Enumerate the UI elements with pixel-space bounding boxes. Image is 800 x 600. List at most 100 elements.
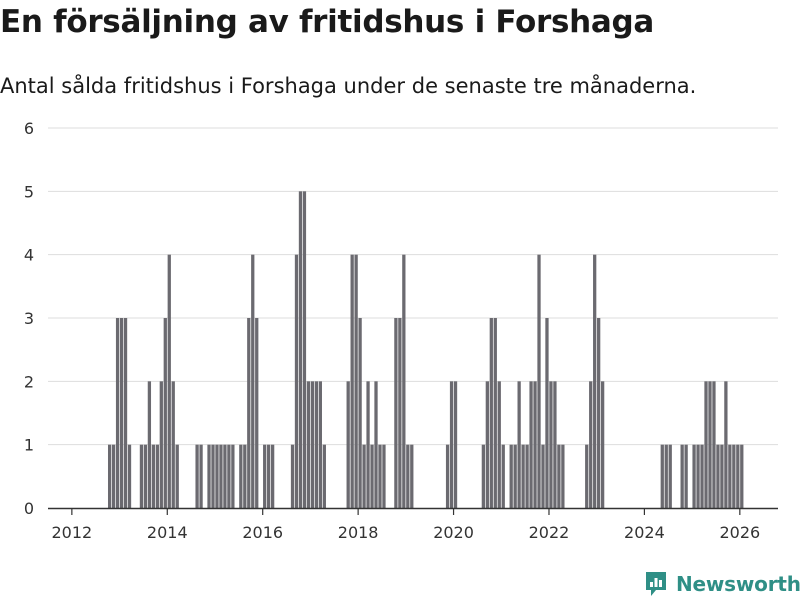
x-tick-label: 2020 (433, 523, 474, 542)
bar (207, 444, 211, 508)
x-tick-label: 2014 (147, 523, 188, 542)
bar (597, 318, 601, 508)
bar (374, 381, 378, 508)
bar (298, 191, 303, 508)
bar (366, 381, 370, 508)
y-tick-label: 3 (24, 309, 34, 328)
bar (724, 381, 728, 508)
newsworthy-logo[interactable]: Newsworthy (644, 569, 800, 599)
bar (350, 254, 354, 508)
bar (302, 191, 307, 508)
bar (684, 444, 688, 508)
bar (263, 444, 267, 508)
bar (306, 381, 311, 508)
bar (370, 444, 374, 508)
bar (151, 444, 155, 508)
bar (223, 444, 227, 508)
bar (517, 381, 521, 508)
bar (215, 444, 219, 508)
bar (700, 444, 704, 508)
bar (290, 444, 295, 508)
y-tick-label: 4 (24, 246, 34, 265)
bar (509, 444, 513, 508)
bar (521, 444, 525, 508)
bar (239, 444, 243, 508)
gridlines (48, 127, 778, 446)
newsworthy-logo-text: Newsworthy (676, 572, 800, 596)
bar (561, 444, 565, 508)
bar (378, 444, 382, 508)
bar (406, 444, 410, 508)
bar (402, 254, 406, 508)
bar (589, 381, 593, 508)
bar (159, 381, 163, 508)
bar (354, 254, 358, 508)
y-tick-label: 0 (24, 499, 34, 518)
bar (123, 318, 128, 508)
bar (358, 318, 362, 508)
bar (704, 381, 708, 508)
x-tick-label: 2026 (719, 523, 760, 542)
bar (712, 381, 716, 508)
bar (139, 444, 144, 508)
bar (485, 381, 489, 508)
bar (314, 381, 319, 508)
y-tick-label: 6 (24, 119, 34, 138)
bar (449, 381, 454, 508)
bar (322, 444, 326, 508)
bar (557, 444, 561, 508)
x-tick-label: 2016 (242, 523, 283, 542)
x-tick-label: 2012 (51, 523, 92, 542)
bar (398, 318, 402, 508)
bar (318, 381, 322, 508)
bar (529, 381, 533, 508)
bar (680, 444, 684, 508)
bar (410, 444, 414, 508)
bar (585, 444, 589, 508)
x-axis: 2012 2014 2016 2018 2020 2022 2024 2026 (48, 507, 778, 542)
bar (537, 254, 541, 508)
bar (251, 254, 255, 508)
bar (740, 444, 744, 508)
bar (171, 381, 175, 508)
bar (732, 444, 736, 508)
bar (541, 444, 545, 508)
bar (167, 254, 171, 508)
bar (497, 381, 501, 508)
bar (227, 444, 231, 508)
newsworthy-logo-icon (646, 572, 666, 596)
bar (127, 444, 132, 508)
bars (107, 191, 744, 508)
bar (445, 444, 450, 508)
bar (175, 444, 179, 508)
bar (513, 444, 517, 508)
bar (553, 381, 557, 508)
bar (115, 318, 120, 508)
bar (394, 318, 398, 508)
bar (163, 318, 167, 508)
y-tick-label: 5 (24, 182, 34, 201)
bar (219, 444, 223, 508)
bar (155, 444, 159, 508)
bar (481, 444, 485, 508)
bar (211, 444, 215, 508)
bar (143, 444, 148, 508)
bar (736, 444, 740, 508)
bar (489, 318, 493, 508)
bar (199, 444, 203, 508)
bar (362, 444, 366, 508)
data-label: 1 (741, 0, 751, 4)
bar (310, 381, 315, 508)
bar (720, 444, 724, 508)
bar (668, 444, 672, 508)
bar (549, 381, 553, 508)
y-tick-label: 2 (24, 372, 34, 391)
bar (247, 318, 251, 508)
bar (267, 444, 271, 508)
chart-subtitle: Antal sålda fritidshus i Forshaga under … (0, 74, 697, 98)
bar (294, 254, 299, 508)
bar (545, 318, 549, 508)
bar (664, 444, 668, 508)
bar (147, 381, 152, 508)
